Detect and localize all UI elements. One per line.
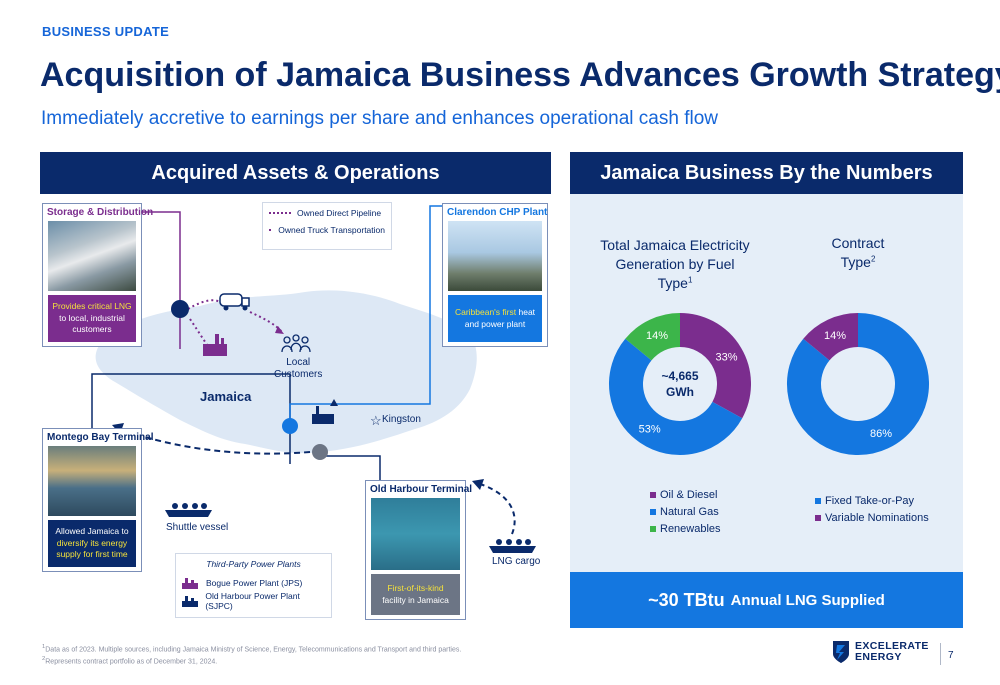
- clarendon-node: [282, 418, 298, 434]
- kingston-label: Kingston: [382, 414, 421, 425]
- donut-1-label-1: 14%: [824, 330, 846, 342]
- legend-natural-gas: Natural Gas: [650, 503, 721, 520]
- old-harbour-card: Old Harbour Terminal First-of-its-kind f…: [365, 480, 473, 620]
- local-customers-label: Local Customers: [274, 357, 323, 380]
- power-plant-icon: [312, 399, 338, 424]
- page-title: Acquisition of Jamaica Business Advances…: [40, 56, 1000, 94]
- customers-icon: [281, 334, 311, 353]
- footnote-1: Data as of 2023. Multiple sources, inclu…: [45, 646, 462, 654]
- montego-caption: Allowed Jamaica to diversify its energy …: [48, 520, 136, 567]
- legend-swatch: [815, 497, 821, 504]
- fuel-legend: Oil & Diesel Natural Gas Renewables: [650, 486, 721, 537]
- acquired-assets-header: Acquired Assets & Operations: [40, 152, 551, 194]
- lng-supplied-value: ~30 TBtu: [648, 589, 725, 610]
- acquired-assets-panel: Acquired Assets & Operations: [40, 152, 551, 628]
- legend-oil-diesel: Oil & Diesel: [650, 486, 721, 503]
- storage-node: [171, 300, 189, 318]
- old-harbour-node: [312, 444, 328, 460]
- clarendon-caption: Caribbean's first heat and power plant: [448, 295, 542, 342]
- footnotes: 1Data as of 2023. Multiple sources, incl…: [42, 644, 462, 666]
- numbers-body: Total Jamaica Electricity Generation by …: [570, 194, 963, 572]
- lng-supplied-label: Annual LNG Supplied: [730, 591, 885, 609]
- clarendon-photo: [448, 221, 542, 291]
- bogue-plant-icon: [182, 578, 198, 589]
- donut-charts: 33% 53% 14% 86% 14%: [609, 313, 929, 455]
- legend-swatch: [650, 491, 656, 498]
- storage-distribution-card: Storage & Distribution Provides critical…: [42, 203, 154, 347]
- logo-line-2: ENERGY: [855, 651, 902, 663]
- donut-0-label-0: 33%: [715, 352, 737, 364]
- donut-0-slice-renewables: [625, 313, 681, 362]
- excelerate-logo: EXCELERATE ENERGY: [832, 640, 929, 664]
- third-party-title: Third-Party Power Plants: [206, 559, 301, 569]
- clarendon-connector-line: [289, 205, 442, 424]
- storage-card-title: Storage & Distribution: [47, 207, 154, 218]
- old-harbour-connector-line: [320, 455, 381, 484]
- legend-renewables: Renewables: [650, 520, 721, 537]
- logo-divider: [940, 643, 941, 665]
- donut-0-label-1: 53%: [639, 424, 661, 436]
- legend-fixed-take-or-pay: Fixed Take-or-Pay: [815, 492, 929, 509]
- shuttle-vessel-label: Shuttle vessel: [166, 522, 229, 533]
- third-party-plants-box: Third-Party Power Plants Bogue Power Pla…: [175, 553, 332, 618]
- by-the-numbers-header: Jamaica Business By the Numbers: [570, 152, 963, 194]
- lng-cargo-label: LNG cargo: [492, 556, 541, 567]
- clarendon-chp-card: Clarendon CHP Plant Caribbean's first he…: [442, 203, 548, 347]
- logo-line-1: EXCELERATE: [855, 639, 929, 652]
- kingston-star-icon: ☆: [370, 413, 382, 428]
- page-subtitle: Immediately accretive to earnings per sh…: [41, 108, 718, 129]
- donut-0-label-2: 14%: [646, 330, 668, 342]
- lng-cargo-route: [479, 483, 516, 535]
- contract-chart-title: Contract Type2: [831, 235, 885, 270]
- by-the-numbers-panel: Jamaica Business By the Numbers Total Ja…: [570, 152, 963, 628]
- contract-legend: Fixed Take-or-Pay Variable Nominations: [815, 492, 929, 526]
- legend-swatch: [650, 525, 656, 532]
- donut-0-slice-oil-diesel: [679, 313, 751, 419]
- storage-photo: [48, 221, 136, 291]
- legend-variable-nominations: Variable Nominations: [815, 509, 929, 526]
- montego-bay-card: Montego Bay Terminal Allowed Jamaica to …: [42, 428, 154, 572]
- pipeline-legend-label: Owned Direct Pipeline: [297, 208, 382, 218]
- old-harbour-card-title: Old Harbour Terminal: [370, 484, 473, 495]
- donut-1-label-0: 86%: [870, 428, 892, 440]
- fuel-center-label: ~4,665 GWh: [661, 369, 699, 399]
- shuttle-vessel-icon: [165, 503, 212, 517]
- old-harbour-plant-icon: [182, 596, 198, 607]
- old-harbour-plant-label: Old Harbour Power Plant (SJPC): [205, 591, 300, 611]
- page-number: 7: [948, 650, 954, 661]
- footnote-2: Represents contract portfolio as of Dece…: [45, 658, 218, 666]
- map-area: ☆ Jamaica Local Customers Kingston Shutt…: [40, 194, 551, 628]
- island-label: Jamaica: [200, 389, 252, 404]
- shield-logo-icon: [833, 641, 849, 663]
- lng-cargo-icon: [489, 539, 536, 553]
- donut-1-slice-variable-nominations: [803, 313, 859, 362]
- industrial-icon: [203, 334, 227, 356]
- section-kicker: BUSINESS UPDATE: [42, 24, 170, 39]
- jamaica-island-shape: [95, 290, 477, 454]
- lng-supplied-banner: ~30 TBtu Annual LNG Supplied: [570, 572, 963, 628]
- donut-0-slice-natural-gas: [609, 338, 743, 455]
- truck-legend-icon: [269, 229, 273, 231]
- montego-card-title: Montego Bay Terminal: [47, 432, 154, 443]
- legend-swatch: [815, 514, 821, 521]
- montego-photo: [48, 446, 136, 516]
- storage-caption: Provides critical LNG to local, industri…: [48, 295, 136, 342]
- clarendon-card-title: Clarendon CHP Plant: [447, 207, 548, 218]
- bogue-plant-label: Bogue Power Plant (JPS): [206, 578, 303, 588]
- donut-1-slice-fixed-take-or-pay: [787, 313, 929, 455]
- jamaica-map: ☆: [91, 205, 536, 553]
- old-harbour-caption: First-of-its-kind facility in Jamaica: [371, 574, 460, 615]
- legend-swatch: [650, 508, 656, 515]
- old-harbour-photo: [371, 498, 460, 570]
- truck-icon: [219, 293, 250, 311]
- pipeline-legend-icon: [269, 212, 291, 214]
- truck-legend-label: Owned Truck Transportation: [278, 225, 385, 235]
- route-legend: Owned Direct Pipeline Owned Truck Transp…: [262, 202, 392, 250]
- fuel-chart-title: Total Jamaica Electricity Generation by …: [600, 237, 750, 291]
